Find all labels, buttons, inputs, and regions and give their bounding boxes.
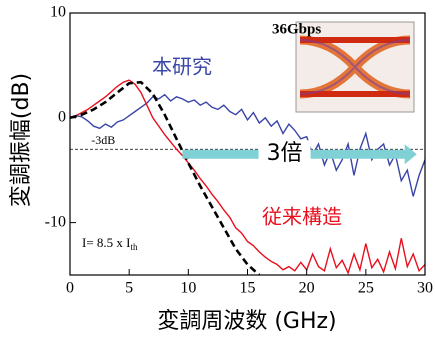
annotation: I= 8.5 x Ith bbox=[82, 235, 138, 252]
reference-label: -3dB bbox=[91, 133, 115, 147]
x-tick-label: 0 bbox=[66, 280, 74, 297]
x-tick-label: 20 bbox=[299, 280, 315, 297]
chart: 36Gbps 変調周波数 (GHz) 変調振幅(dB) I= 8.5 x Ith… bbox=[0, 0, 435, 340]
y-tick-label: 0 bbox=[58, 108, 66, 125]
y-tick-label: -10 bbox=[45, 213, 66, 230]
arrow-label: 3倍 bbox=[267, 141, 303, 166]
x-tick-label: 5 bbox=[125, 280, 133, 297]
arrow-head bbox=[405, 144, 417, 164]
annotation-text: I= 8.5 x I bbox=[82, 235, 131, 250]
x-tick-label: 10 bbox=[180, 280, 196, 297]
inset-title: 36Gbps bbox=[272, 21, 321, 37]
x-tick-label: 30 bbox=[417, 280, 433, 297]
series-label: 本研究 bbox=[152, 55, 212, 79]
x-tick-label: 25 bbox=[358, 280, 374, 297]
y-tick-label: 10 bbox=[50, 4, 66, 21]
annotation-subscript: th bbox=[131, 242, 139, 252]
x-axis-label: 変調周波数 (GHz) bbox=[157, 309, 336, 334]
y-axis-label: 変調振幅(dB) bbox=[9, 73, 34, 207]
series-label: 従来構造 bbox=[262, 205, 342, 229]
x-tick-label: 15 bbox=[240, 280, 256, 297]
